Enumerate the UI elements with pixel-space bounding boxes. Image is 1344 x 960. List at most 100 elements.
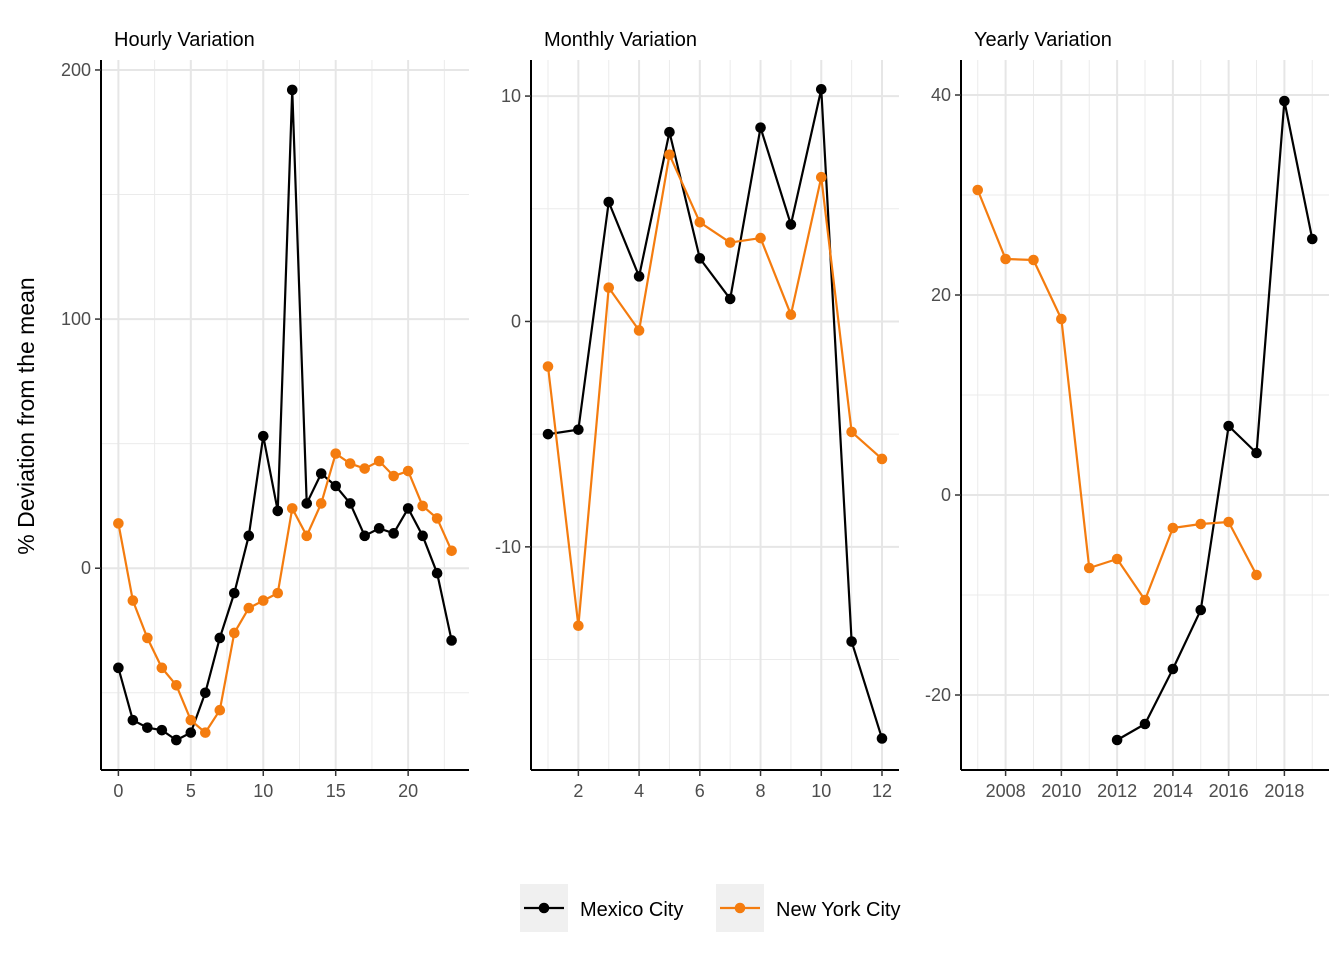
x-tick-label: 2014 (1153, 781, 1193, 801)
y-tick-label: 40 (931, 85, 951, 105)
data-point (846, 426, 857, 438)
series-mexico-city (113, 84, 457, 746)
data-point (228, 587, 240, 599)
y-tick-label: -10 (495, 537, 521, 557)
data-point (315, 468, 327, 479)
data-point (301, 530, 313, 542)
data-point (127, 595, 139, 606)
data-point (785, 309, 797, 320)
series-line (1116, 99, 1314, 741)
data-point (113, 518, 124, 529)
x-tick-label: 2 (573, 781, 583, 801)
grid (531, 60, 899, 770)
data-point (330, 480, 342, 492)
data-point (446, 545, 457, 557)
data-point (417, 500, 428, 512)
data-point (815, 84, 827, 95)
data-point (573, 620, 584, 632)
legend-label: Mexico City (580, 899, 683, 921)
data-point (1195, 518, 1207, 530)
data-point (431, 513, 443, 524)
data-point (573, 424, 584, 435)
data-point (694, 253, 706, 264)
legend-item: New York City (716, 884, 901, 932)
data-point (542, 428, 554, 440)
series-mexico-city (1111, 95, 1318, 746)
data-point (542, 361, 554, 372)
data-point (286, 503, 298, 514)
y-tick-label: 200 (61, 60, 91, 80)
x-tick-label: 2010 (1041, 781, 1081, 801)
data-point (185, 727, 197, 738)
data-point (1223, 420, 1234, 432)
data-point (185, 714, 197, 726)
data-point (257, 595, 269, 606)
legend-key-point (538, 902, 550, 914)
data-point (142, 632, 153, 644)
data-point (633, 325, 645, 336)
x-tick-label: 10 (811, 781, 831, 801)
panel-2: Monthly Variation 2 4 6 8 10 12 -10 0 10 (495, 29, 899, 801)
data-point (876, 453, 888, 465)
data-point (272, 505, 284, 517)
x-tick-label: 2008 (986, 781, 1026, 801)
data-point (633, 271, 645, 282)
data-point (1139, 594, 1151, 606)
data-point (1111, 734, 1123, 746)
panel-title: Hourly Variation (114, 29, 255, 51)
data-point (755, 122, 766, 133)
data-point (1111, 553, 1123, 565)
data-point (257, 430, 269, 442)
data-point (200, 687, 211, 699)
x-tick-label: 10 (253, 781, 273, 801)
data-point (1028, 254, 1039, 266)
data-point (1167, 522, 1179, 534)
series-mexico-city (542, 84, 888, 744)
data-point (315, 498, 327, 509)
data-point (1167, 663, 1179, 675)
data-point (664, 126, 675, 138)
y-tick-label: 0 (511, 311, 521, 331)
data-point (359, 463, 370, 474)
x-tick-label: 4 (634, 781, 644, 801)
grid (961, 60, 1329, 770)
y-tick-label: 20 (931, 285, 951, 305)
data-point (214, 632, 226, 644)
series-new-york-city (542, 149, 888, 632)
x-tick-label: 2016 (1209, 781, 1249, 801)
data-point (156, 662, 168, 674)
x-tick-label: 6 (695, 781, 705, 801)
x-tick-label: 2012 (1097, 781, 1137, 801)
data-point (1251, 447, 1262, 459)
data-point (228, 627, 240, 639)
panel-title: Yearly Variation (974, 29, 1112, 51)
data-point (1000, 253, 1011, 265)
data-point (724, 237, 736, 248)
y-tick-label: -20 (925, 685, 951, 705)
data-point (127, 714, 139, 726)
panel-3: Yearly Variation 2008 2010 2012 2014 2016 2018… (925, 29, 1329, 801)
x-tick-label: 8 (756, 781, 766, 801)
legend-label: New York City (776, 899, 901, 921)
x-tick-label: 15 (326, 781, 346, 801)
series-new-york-city (113, 448, 457, 738)
y-tick-label: 0 (941, 485, 951, 505)
data-point (171, 679, 182, 691)
data-point (1139, 718, 1151, 730)
data-point (785, 219, 797, 230)
data-point (724, 293, 736, 305)
data-point (694, 216, 706, 228)
data-point (344, 458, 356, 469)
data-point (113, 662, 124, 674)
data-point (142, 722, 153, 733)
y-axis-title: % Deviation from the mean (13, 277, 39, 554)
series-new-york-city (972, 184, 1262, 606)
data-point (156, 724, 168, 736)
data-point (243, 602, 255, 614)
data-point (388, 528, 399, 539)
data-point (664, 149, 675, 160)
data-point (200, 727, 211, 738)
